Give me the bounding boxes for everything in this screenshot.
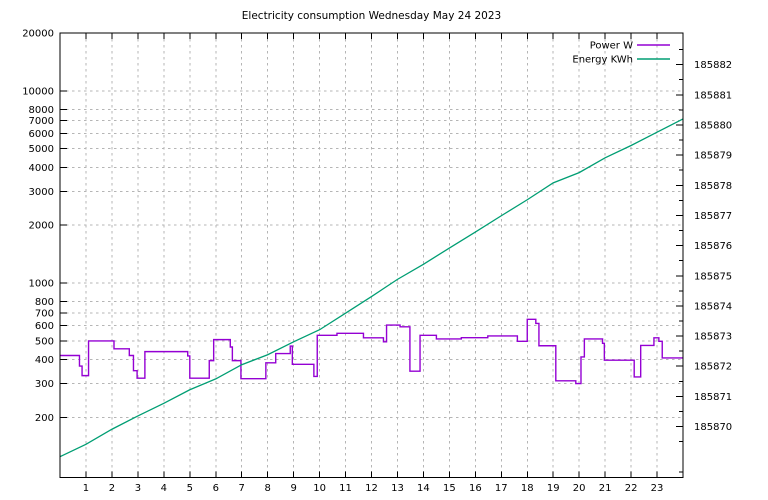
x-tick-label: 20	[573, 483, 586, 494]
y-left-tick-label: 700	[35, 308, 54, 319]
x-tick-label: 13	[391, 483, 404, 494]
y-left-tick-label: 3000	[29, 187, 54, 198]
legend: Power W Energy KWh	[572, 41, 670, 66]
y-left-tick-label: 6000	[29, 129, 54, 140]
energy-series-line	[59, 118, 684, 458]
y-left-tick-label: 500	[35, 336, 54, 347]
y-right-tick-label: 185873	[694, 332, 732, 343]
y-left-tick-label: 2000	[29, 221, 54, 232]
x-tick-label: 5	[187, 483, 193, 494]
x-tick-label: 22	[625, 483, 638, 494]
y-right-tick-label: 185877	[694, 211, 732, 222]
x-tick-label: 4	[161, 483, 167, 494]
chart-generated-layer: 1 2 3 4 5 6 7 8 9 10 11 12 13 14 15 16 17 18 19 20 21 22 23200…	[22, 29, 732, 495]
y-left-tick-label: 4000	[29, 163, 54, 174]
y-left-tick-label: 7000	[29, 116, 54, 127]
x-tick-label: 9	[290, 483, 296, 494]
x-tick-label: 12	[365, 483, 378, 494]
y-left-tick-label: 10000	[22, 86, 54, 97]
y-left-tick-label: 300	[35, 379, 54, 390]
legend-label-power: Power W	[590, 41, 633, 52]
y-right-tick-label: 185871	[694, 392, 732, 403]
y-right-tick-label: 185872	[694, 362, 732, 373]
x-tick-label: 16	[469, 483, 482, 494]
x-tick-label: 6	[213, 483, 219, 494]
legend-label-energy: Energy KWh	[572, 55, 633, 66]
y-left-tick-label: 5000	[29, 144, 54, 155]
x-tick-label: 10	[313, 483, 326, 494]
x-tick-label: 8	[264, 483, 270, 494]
y-left-tick-label: 400	[35, 355, 54, 366]
x-tick-label: 2	[109, 483, 115, 494]
x-tick-label: 18	[521, 483, 534, 494]
x-tick-label: 7	[239, 483, 245, 494]
x-tick-label: 17	[495, 483, 508, 494]
y-left-tick-label: 20000	[22, 29, 54, 40]
x-tick-label: 15	[443, 483, 456, 494]
y-right-tick-label: 185876	[694, 241, 732, 252]
x-tick-label: 21	[599, 483, 612, 494]
x-tick-label: 1	[83, 483, 89, 494]
y-left-tick-label: 1000	[29, 279, 54, 290]
y-right-tick-label: 185870	[694, 422, 732, 433]
y-right-tick-label: 185879	[694, 151, 732, 162]
x-tick-label: 3	[135, 483, 141, 494]
y-right-tick-label: 185880	[694, 120, 732, 131]
plot-border	[59, 32, 684, 478]
y-left-tick-label: 200	[35, 413, 54, 424]
y-right-tick-label: 185878	[694, 181, 732, 192]
y-right-tick-label: 185882	[694, 60, 732, 71]
y-left-tick-label: 800	[35, 297, 54, 308]
x-tick-label: 23	[651, 483, 664, 494]
x-tick-label: 19	[547, 483, 560, 494]
x-tick-label: 11	[339, 483, 352, 494]
chart-title: Electricity consumption Wednesday May 24…	[242, 10, 501, 22]
y-left-tick-label: 8000	[29, 105, 54, 116]
y-right-tick-label: 185881	[694, 90, 732, 101]
power-series-line	[60, 318, 683, 385]
y-left-tick-label: 600	[35, 321, 54, 332]
y-right-tick-label: 185874	[694, 301, 732, 312]
y-right-tick-label: 185875	[694, 271, 732, 282]
x-tick-label: 14	[417, 483, 430, 494]
